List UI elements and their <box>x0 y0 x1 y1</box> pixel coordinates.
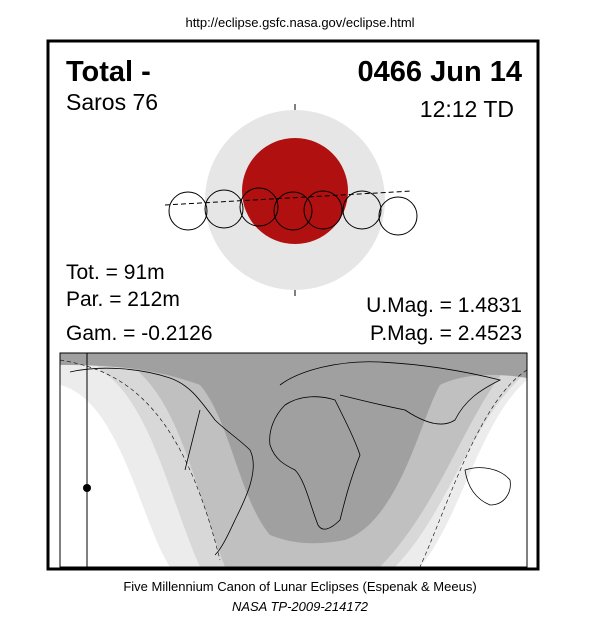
moon <box>168 191 208 231</box>
coastline <box>464 467 511 506</box>
source-url: http://eclipse.gsfc.nasa.gov/eclipse.htm… <box>185 15 414 30</box>
moon <box>204 189 244 229</box>
partial-duration: Par. = 212m <box>66 288 180 311</box>
coastline <box>269 396 361 530</box>
moon <box>378 196 418 236</box>
footer-reference: NASA TP-2009-214172 <box>232 599 369 614</box>
visibility-map <box>59 352 528 568</box>
moon <box>342 190 382 230</box>
gamma: Gam. = -0.2126 <box>66 322 213 345</box>
map-frame <box>59 352 528 568</box>
moon <box>273 191 313 231</box>
totality-duration: Tot. = 91m <box>66 261 165 284</box>
coastline <box>279 361 502 425</box>
eclipse-geometry <box>164 104 418 296</box>
umbral-magnitude: U.Mag. = 1.4831 <box>366 294 522 317</box>
penumbral-magnitude: P.Mag. = 2.4523 <box>370 322 522 345</box>
moon-position <box>83 484 91 492</box>
saros: Saros 76 <box>66 89 158 115</box>
coastline <box>69 367 254 556</box>
eclipse-type: Total - <box>66 56 151 88</box>
contour <box>60 359 221 561</box>
eclipse-time: 12:12 TD <box>420 96 514 122</box>
contour <box>419 369 527 567</box>
moon <box>303 190 343 230</box>
moon <box>239 187 279 227</box>
footer-title: Five Millennium Canon of Lunar Eclipses … <box>123 579 476 594</box>
eclipse-date: 0466 Jun 14 <box>358 56 522 88</box>
total-zone <box>60 353 527 544</box>
umbra <box>242 138 348 244</box>
